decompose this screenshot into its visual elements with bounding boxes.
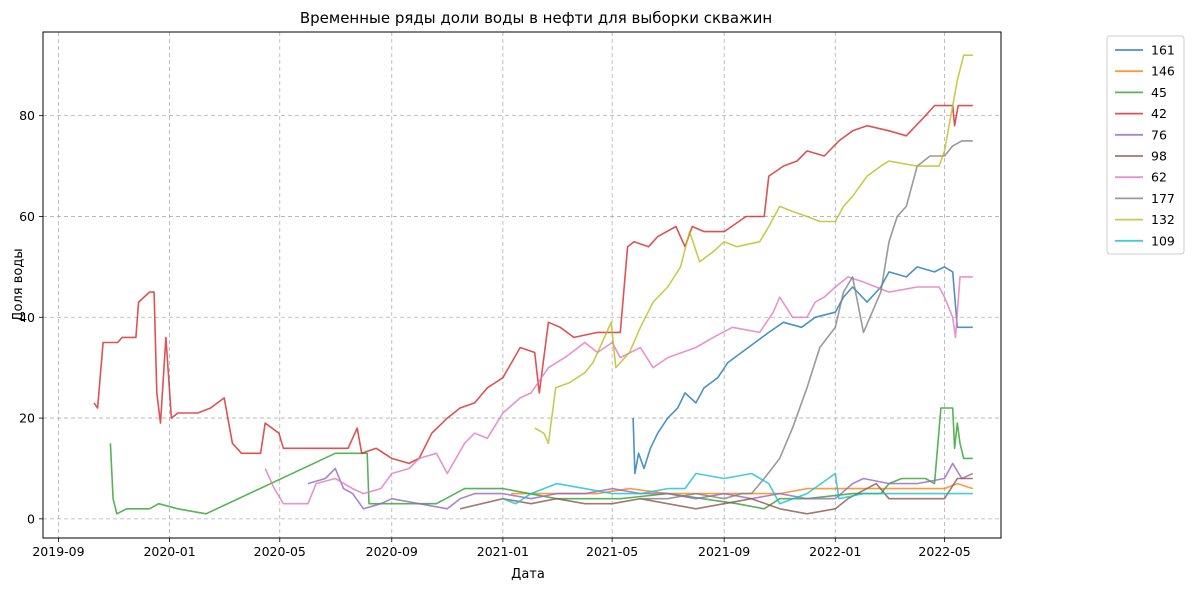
- series-line-109: [502, 472, 973, 505]
- legend-label: 62: [1151, 170, 1167, 185]
- legend-label: 45: [1151, 85, 1167, 100]
- y-tick-label: 60: [19, 209, 35, 224]
- x-tick-label: 2020-01: [143, 544, 195, 559]
- legend-label: 76: [1151, 127, 1167, 142]
- x-tick-label: 2019-09: [32, 544, 84, 559]
- legend-label: 42: [1151, 106, 1167, 121]
- x-tick-label: 2020-05: [254, 544, 306, 559]
- series-line-98: [459, 477, 973, 515]
- series-layer: [93, 54, 974, 515]
- x-tick-label: 2020-09: [366, 544, 418, 559]
- legend-frame: [1106, 35, 1185, 255]
- x-tick-label: 2022-05: [918, 544, 970, 559]
- x-tick-label: 2022-01: [809, 544, 861, 559]
- x-tick-label: 2021-01: [477, 544, 529, 559]
- y-tick-label: 80: [19, 108, 35, 123]
- x-axis: 2019-09 2020-01 2020-05 2020-09 2021-01 2021-…: [32, 538, 971, 559]
- y-tick-label: 20: [19, 411, 35, 426]
- y-axis-label: Доля воды: [11, 248, 26, 321]
- chart-title: Временные ряды доли воды в нефти для выб…: [300, 9, 772, 27]
- series-line-62: [264, 276, 973, 505]
- y-tick-label: 40: [19, 310, 35, 325]
- legend: 161 146 45 42 76 98 62 177 132 109: [1106, 35, 1185, 255]
- series-line-177: [640, 140, 973, 500]
- series-line-132: [534, 54, 973, 445]
- x-axis-label: Дата: [511, 567, 545, 582]
- legend-label: 98: [1151, 149, 1167, 164]
- series-line-76: [307, 462, 974, 510]
- series-line-161: [632, 266, 973, 475]
- x-tick-label: 2021-05: [586, 544, 638, 559]
- legend-label: 109: [1151, 233, 1175, 248]
- x-tick-label: 2021-09: [698, 544, 750, 559]
- y-axis: 0 20 40 60 80: [19, 108, 43, 526]
- legend-label: 161: [1151, 43, 1175, 58]
- legend-label: 146: [1151, 64, 1175, 79]
- series-line-42: [93, 104, 973, 465]
- legend-label: 177: [1151, 191, 1175, 206]
- y-tick-label: 0: [27, 511, 35, 526]
- grid-lines: [43, 32, 1001, 538]
- legend-label: 132: [1151, 212, 1175, 227]
- plot-frame: [42, 31, 1002, 539]
